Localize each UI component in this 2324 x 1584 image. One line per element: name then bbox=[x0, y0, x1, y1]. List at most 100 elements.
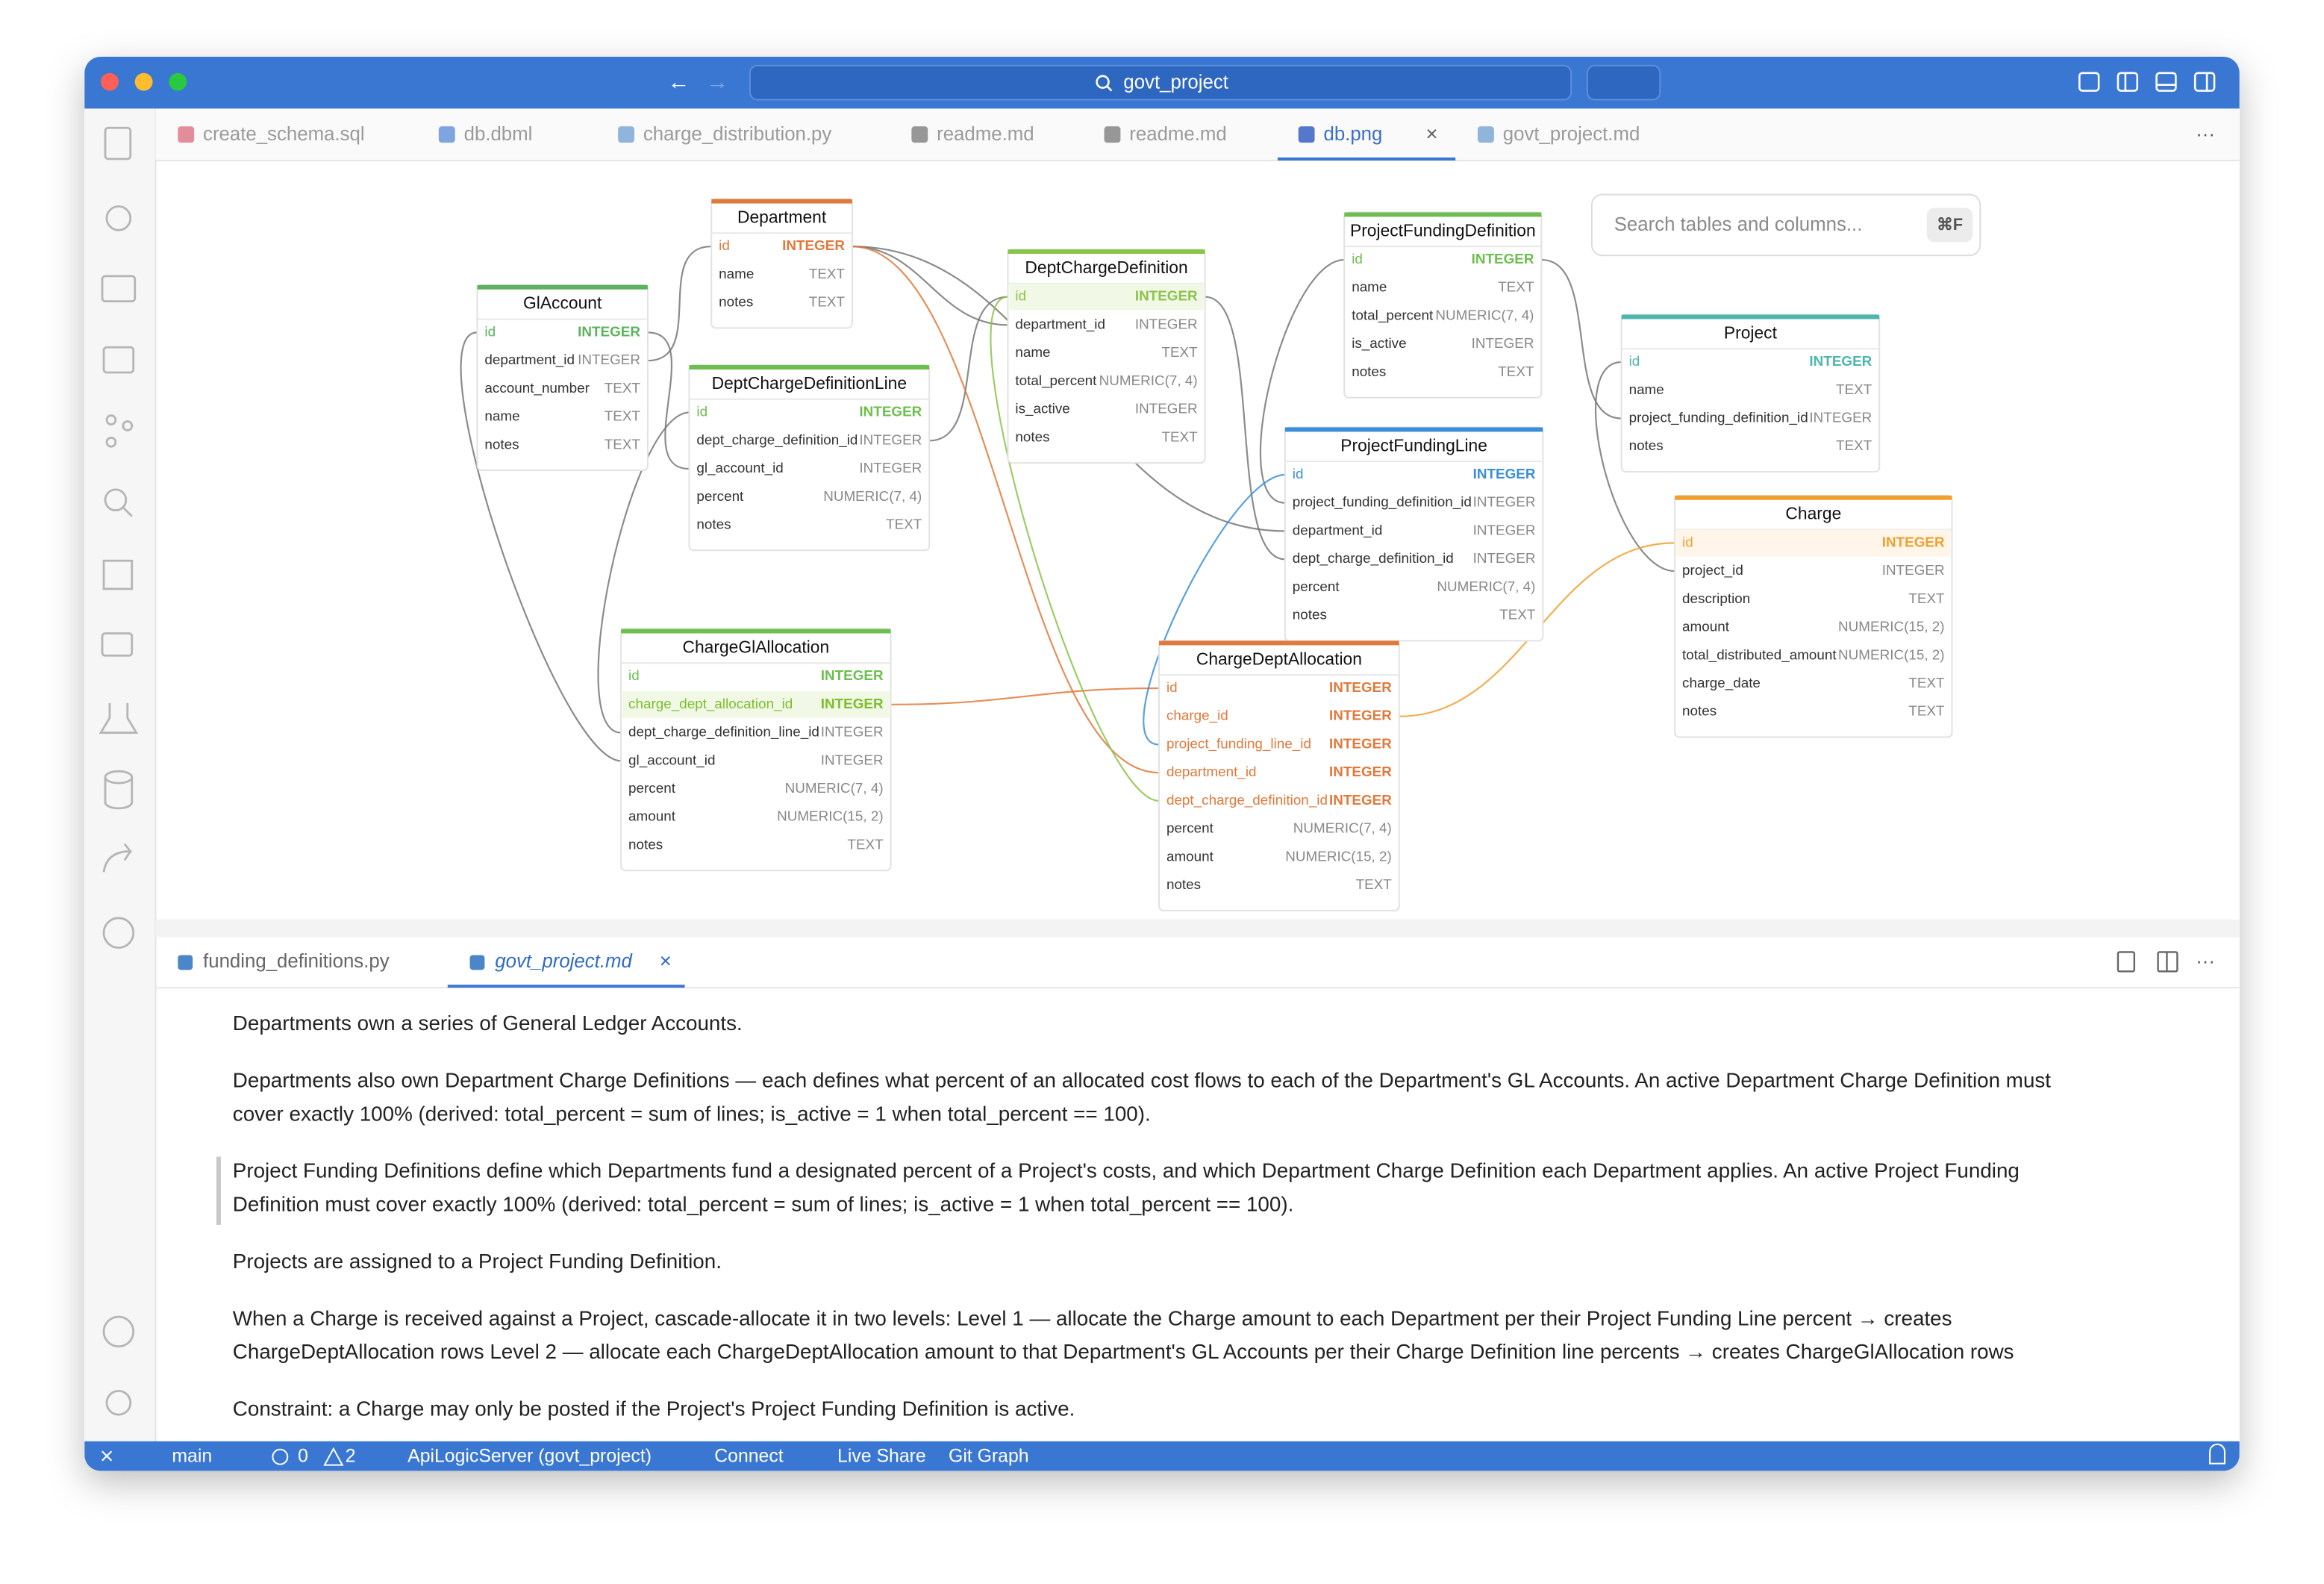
column-name: id bbox=[1293, 466, 1304, 481]
column-type: TEXT bbox=[1908, 590, 1945, 606]
table-name: Charge bbox=[1785, 504, 1841, 523]
editor-tab[interactable]: charge_distribution.py bbox=[643, 124, 831, 145]
search-box[interactable] bbox=[1590, 193, 1981, 257]
table-name: DeptChargeDefinition bbox=[1025, 258, 1187, 277]
status-item[interactable]: Connect bbox=[714, 1446, 784, 1466]
column-name: name bbox=[1629, 381, 1664, 397]
active-tab-underline bbox=[1277, 158, 1456, 160]
column-type: TEXT bbox=[1498, 364, 1534, 379]
table-name: ChargeGlAllocation bbox=[683, 637, 830, 656]
table-name: Project bbox=[1724, 322, 1778, 342]
copilot-button[interactable] bbox=[1586, 64, 1661, 101]
command-center[interactable] bbox=[749, 64, 1572, 101]
column-name: name bbox=[1352, 279, 1387, 295]
column-type: INTEGER bbox=[782, 237, 845, 253]
panel-tab[interactable]: funding_definitions.py bbox=[203, 951, 390, 972]
editor-tab[interactable]: db.dbml bbox=[464, 124, 533, 145]
column-type: TEXT bbox=[605, 436, 641, 452]
table-card[interactable] bbox=[620, 628, 892, 872]
editor-tab[interactable]: readme.md bbox=[1129, 124, 1226, 145]
column-name: amount bbox=[1682, 619, 1730, 634]
more-actions[interactable]: ··· bbox=[2196, 951, 2215, 972]
editor-tab[interactable]: readme.md bbox=[937, 124, 1034, 145]
panel-tab[interactable]: govt_project.md bbox=[495, 951, 633, 972]
column-name: amount bbox=[1166, 848, 1214, 864]
tab-icon bbox=[178, 955, 193, 970]
column-type: TEXT bbox=[1836, 437, 1872, 453]
tab-icon bbox=[469, 955, 485, 970]
notifications-icon[interactable] bbox=[2209, 1443, 2225, 1465]
close-button[interactable] bbox=[101, 72, 119, 91]
column-name: id bbox=[696, 404, 707, 420]
column-name: charge_id bbox=[1166, 708, 1228, 724]
paragraph-line: cover exactly 100% (derived: total_perce… bbox=[233, 1102, 1151, 1125]
back-button[interactable]: ← bbox=[668, 70, 690, 95]
branch[interactable]: main bbox=[172, 1446, 212, 1466]
column-type: INTEGER bbox=[1135, 316, 1198, 331]
remote-indicator[interactable]: ⨯ bbox=[99, 1446, 115, 1466]
tab-icon bbox=[1298, 126, 1315, 143]
column-type: NUMERIC(7, 4) bbox=[1293, 820, 1392, 836]
layout-buttons[interactable] bbox=[2078, 72, 2216, 92]
column-type: TEXT bbox=[1498, 279, 1534, 295]
error-count[interactable]: 0 bbox=[298, 1446, 308, 1466]
paragraph-line: Departments own a series of General Ledg… bbox=[233, 1011, 743, 1035]
column-name: department_id bbox=[484, 352, 575, 368]
zoom-button[interactable] bbox=[169, 72, 187, 91]
paragraph-line: Projects are assigned to a Project Fundi… bbox=[233, 1250, 722, 1273]
column-name: name bbox=[484, 408, 519, 424]
tab-icon bbox=[618, 126, 634, 143]
column-name: notes bbox=[484, 436, 519, 452]
editor-tab[interactable]: govt_project.md bbox=[1503, 124, 1640, 145]
relationship-line bbox=[597, 411, 690, 734]
tab-close[interactable]: × bbox=[1425, 122, 1437, 146]
column-name: notes bbox=[719, 294, 753, 310]
column-type: TEXT bbox=[1908, 703, 1945, 719]
tab-close[interactable]: × bbox=[660, 950, 672, 973]
column-type: TEXT bbox=[1161, 344, 1198, 360]
table-accent bbox=[1008, 249, 1205, 255]
column-type: INTEGER bbox=[1329, 735, 1392, 751]
table-accent bbox=[621, 629, 891, 634]
editor-tab[interactable]: create_schema.sql bbox=[203, 124, 365, 145]
relationship-line bbox=[990, 296, 1160, 802]
row-highlight bbox=[622, 690, 890, 718]
activity-icons[interactable] bbox=[99, 126, 139, 1416]
column-name: id bbox=[1629, 353, 1640, 369]
table-accent bbox=[1621, 314, 1880, 319]
status-item[interactable]: Live Share bbox=[837, 1446, 926, 1466]
column-name: percent bbox=[628, 780, 676, 796]
tab-icon bbox=[911, 126, 928, 143]
status-item[interactable]: Git Graph bbox=[949, 1446, 1029, 1466]
column-name: notes bbox=[1166, 876, 1201, 892]
column-name: description bbox=[1682, 590, 1750, 606]
warning-count[interactable]: 2 bbox=[346, 1446, 356, 1466]
relationship-line bbox=[890, 687, 1160, 705]
column-name: dept_charge_definition_id bbox=[1293, 550, 1454, 567]
table-accent bbox=[1284, 427, 1543, 432]
window-title: govt_project bbox=[1123, 72, 1228, 93]
table-accent bbox=[689, 365, 930, 370]
column-name: name bbox=[719, 266, 754, 281]
minimize-button[interactable] bbox=[134, 72, 153, 91]
table-name: GlAccount bbox=[523, 293, 602, 313]
column-name: id bbox=[1352, 251, 1363, 266]
column-type: INTEGER bbox=[1473, 494, 1536, 510]
column-name: notes bbox=[1682, 703, 1717, 719]
column-type: NUMERIC(7, 4) bbox=[1099, 372, 1198, 388]
status-item[interactable]: ApiLogicServer (govt_project) bbox=[407, 1446, 652, 1466]
editor-tab[interactable]: db.png bbox=[1323, 124, 1382, 145]
column-type: INTEGER bbox=[821, 696, 884, 711]
more-actions[interactable]: ··· bbox=[2196, 124, 2215, 145]
column-type: NUMERIC(15, 2) bbox=[777, 808, 884, 824]
column-type: INTEGER bbox=[1329, 708, 1392, 723]
relationship-line bbox=[1259, 258, 1345, 504]
forward-button[interactable]: → bbox=[706, 70, 728, 95]
column-type: TEXT bbox=[1356, 876, 1393, 892]
column-type: INTEGER bbox=[859, 404, 922, 420]
column-type: INTEGER bbox=[1882, 534, 1945, 549]
column-name: notes bbox=[1293, 607, 1327, 623]
tab-icon bbox=[178, 126, 195, 143]
row-highlight bbox=[1676, 529, 1951, 557]
column-type: INTEGER bbox=[859, 431, 922, 447]
